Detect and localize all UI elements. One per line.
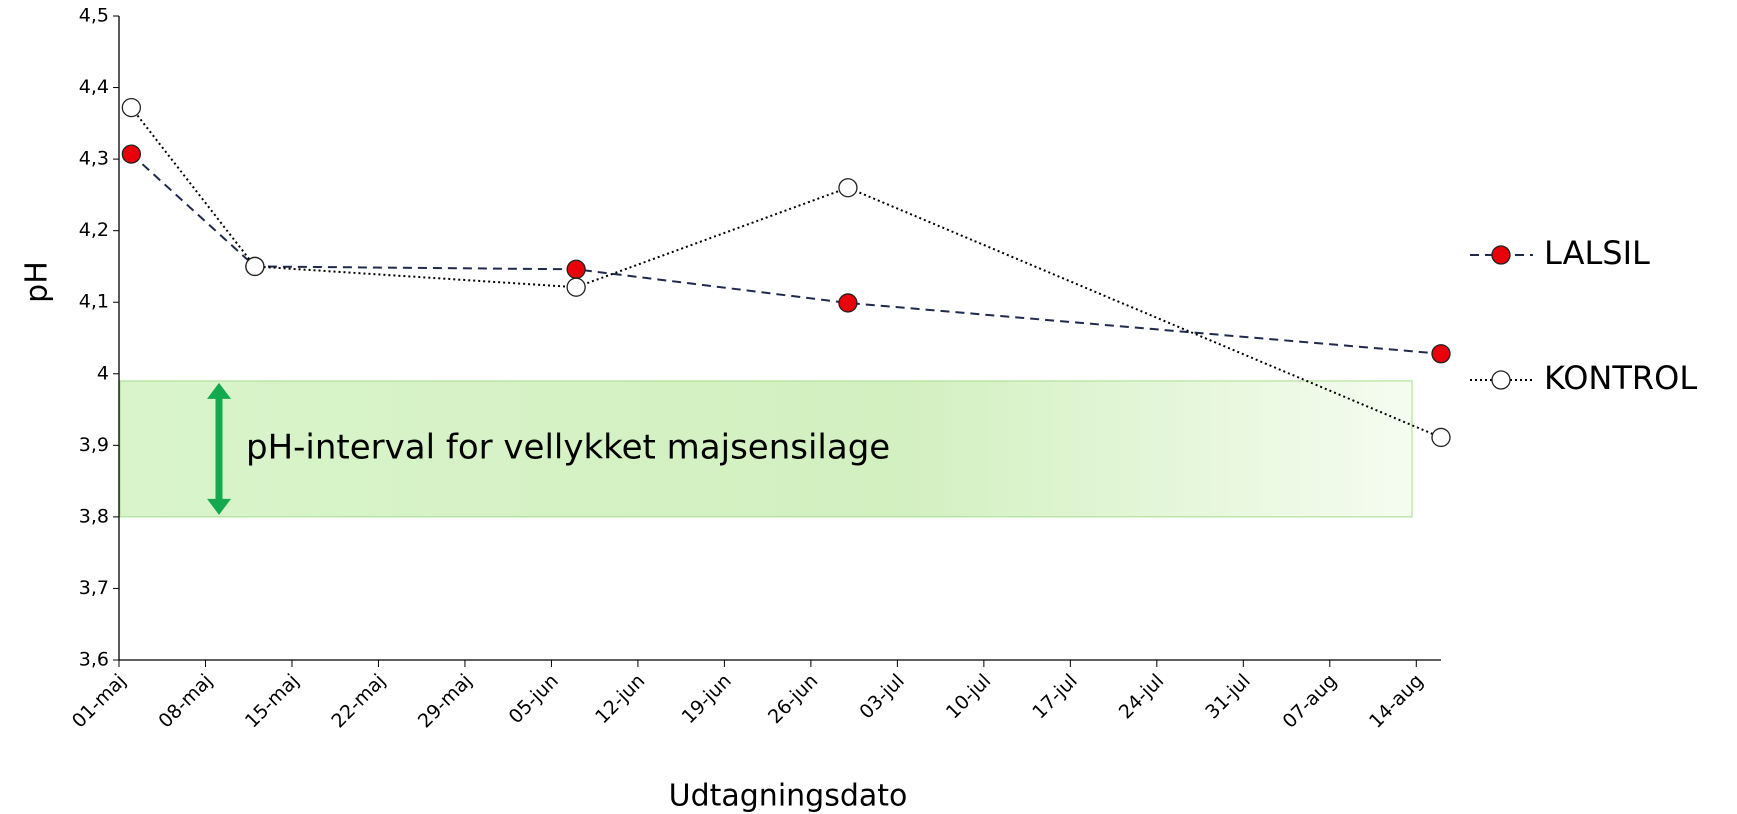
y-tick-label: 3,7	[79, 577, 109, 599]
y-tick-label: 4,5	[79, 5, 109, 27]
x-tick-label: 29-maj	[414, 670, 477, 733]
x-tick-label: 12-jun	[591, 670, 649, 728]
x-tick-label: 14-aug	[1365, 670, 1428, 733]
legend-label: KONTROL	[1544, 359, 1697, 397]
y-tick-label: 4	[97, 362, 109, 384]
y-tick-label: 3,9	[79, 434, 109, 456]
x-tick-label: 07-aug	[1278, 670, 1341, 733]
data-point	[838, 293, 858, 313]
data-point	[245, 256, 265, 277]
arrow-head	[207, 498, 231, 515]
legend-marker	[1491, 370, 1511, 390]
data-point	[121, 144, 142, 164]
x-axis-label: Udtagningsdato	[669, 779, 908, 814]
x-tick-label: 08-maj	[154, 670, 217, 733]
legend-marker	[1491, 245, 1511, 265]
data-point	[1431, 427, 1451, 448]
x-tick-label: 05-jun	[505, 670, 563, 728]
data-point	[566, 259, 586, 279]
x-tick-label: 01-maj	[68, 670, 131, 733]
y-tick-label: 4,1	[79, 291, 109, 313]
data-point	[1431, 344, 1451, 364]
x-tick-label: 03-jul	[855, 670, 908, 723]
x-tick-label: 19-jun	[678, 670, 736, 728]
y-tick-label: 3,8	[79, 505, 109, 527]
series-line	[130, 153, 1442, 355]
x-tick-label: 15-maj	[241, 670, 304, 733]
y-tick-label: 3,6	[79, 649, 109, 671]
arrow-head	[207, 382, 231, 399]
y-tick-label: 4,3	[79, 148, 109, 170]
legend-label: LALSIL	[1544, 234, 1650, 272]
annotation-band	[119, 380, 1413, 518]
data-point	[838, 178, 858, 198]
y-tick-label: 4,2	[79, 219, 109, 241]
x-tick-label: 10-jul	[942, 670, 995, 723]
data-point	[121, 97, 142, 118]
data-point	[566, 277, 586, 297]
x-tick-label: 24-jul	[1115, 670, 1168, 723]
x-tick-label: 26-jun	[764, 670, 822, 728]
annotation-text: pH-interval for vellykket majsensilage	[246, 427, 890, 467]
y-axis-label: pH	[20, 261, 55, 303]
x-tick-label: 22-maj	[327, 670, 390, 733]
y-tick-label: 4,4	[79, 76, 109, 98]
x-tick-label: 31-jul	[1201, 670, 1254, 723]
x-tick-label: 17-jul	[1028, 670, 1081, 723]
